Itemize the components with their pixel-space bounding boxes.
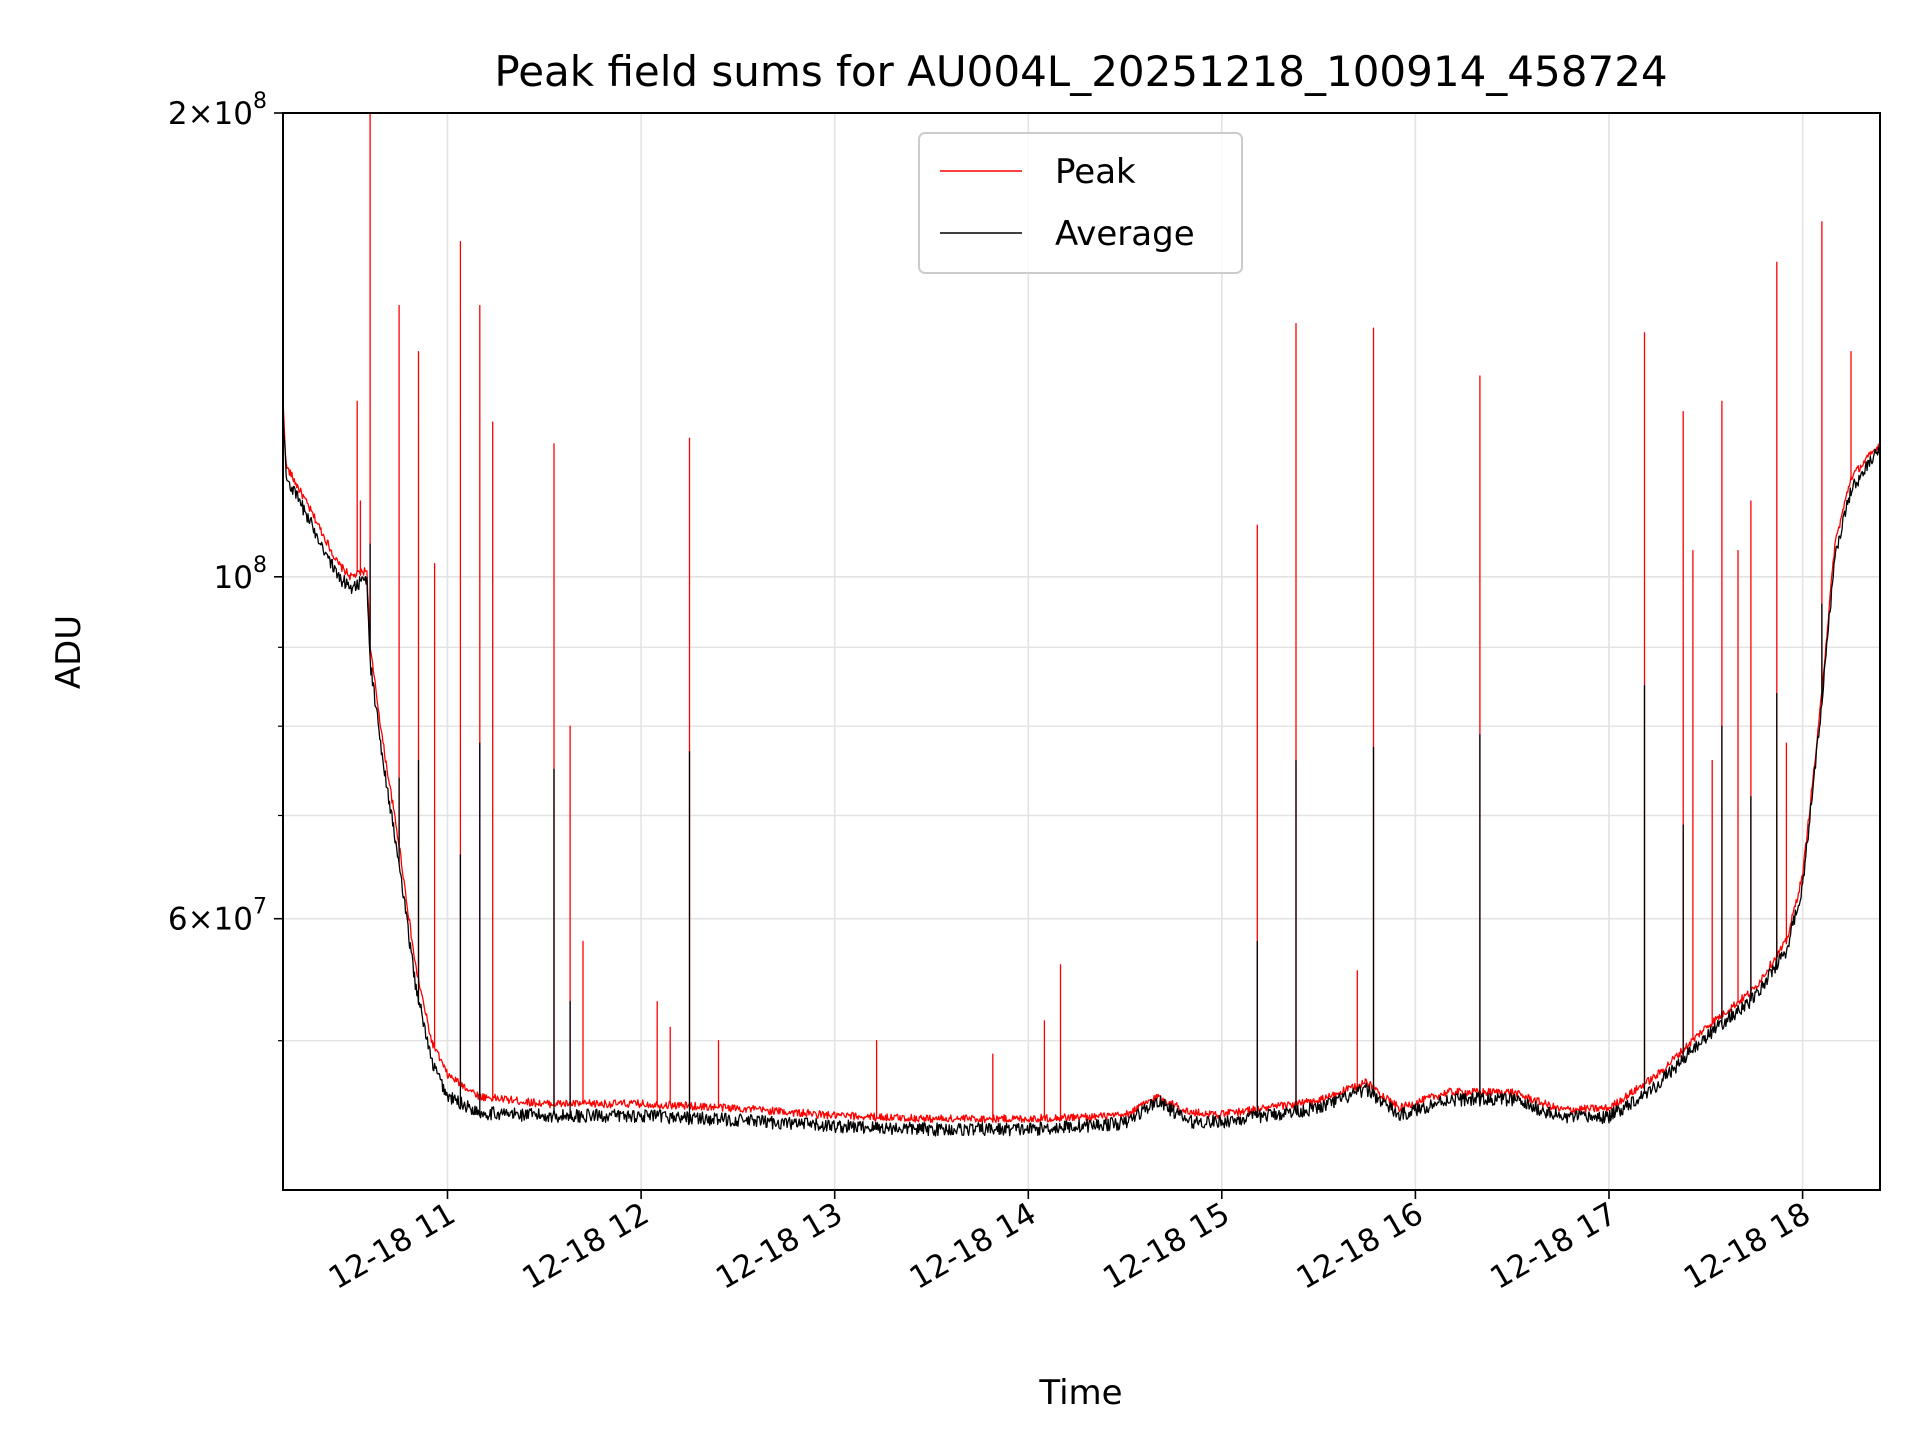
plot-area [283, 113, 1880, 1137]
y-tick-label: 6×107 [168, 895, 267, 938]
series-line-peak [283, 113, 1880, 1124]
gridlines [283, 112, 1880, 1190]
x-axis-label: Time [1038, 1373, 1122, 1413]
y-axis-label: ADU [49, 615, 89, 689]
legend-frame [918, 132, 1243, 274]
y-tick-mantissa: 6 [168, 902, 188, 938]
legend-label-average: Average [1055, 214, 1195, 254]
legend-label-peak: Peak [1055, 152, 1136, 192]
y-tick-exponent: 7 [253, 895, 267, 920]
legend: Peak Average [918, 132, 1243, 274]
y-tick-times: ×10 [188, 96, 253, 132]
chart-title: Peak field sums for AU004L_20251218_1009… [494, 47, 1667, 96]
y-tick-mantissa: 2 [168, 96, 188, 132]
y-tick-exponent: 8 [253, 89, 267, 114]
y-tick-times: ×10 [188, 902, 253, 938]
y-tick-label: 2×108 [168, 89, 267, 132]
y-tick-base: 10 [214, 560, 253, 596]
series-line-average [283, 408, 1880, 1137]
y-tick-label: 108 [214, 553, 267, 596]
axes-frame [282, 112, 1881, 1191]
y-tick-exponent: 8 [253, 553, 267, 578]
